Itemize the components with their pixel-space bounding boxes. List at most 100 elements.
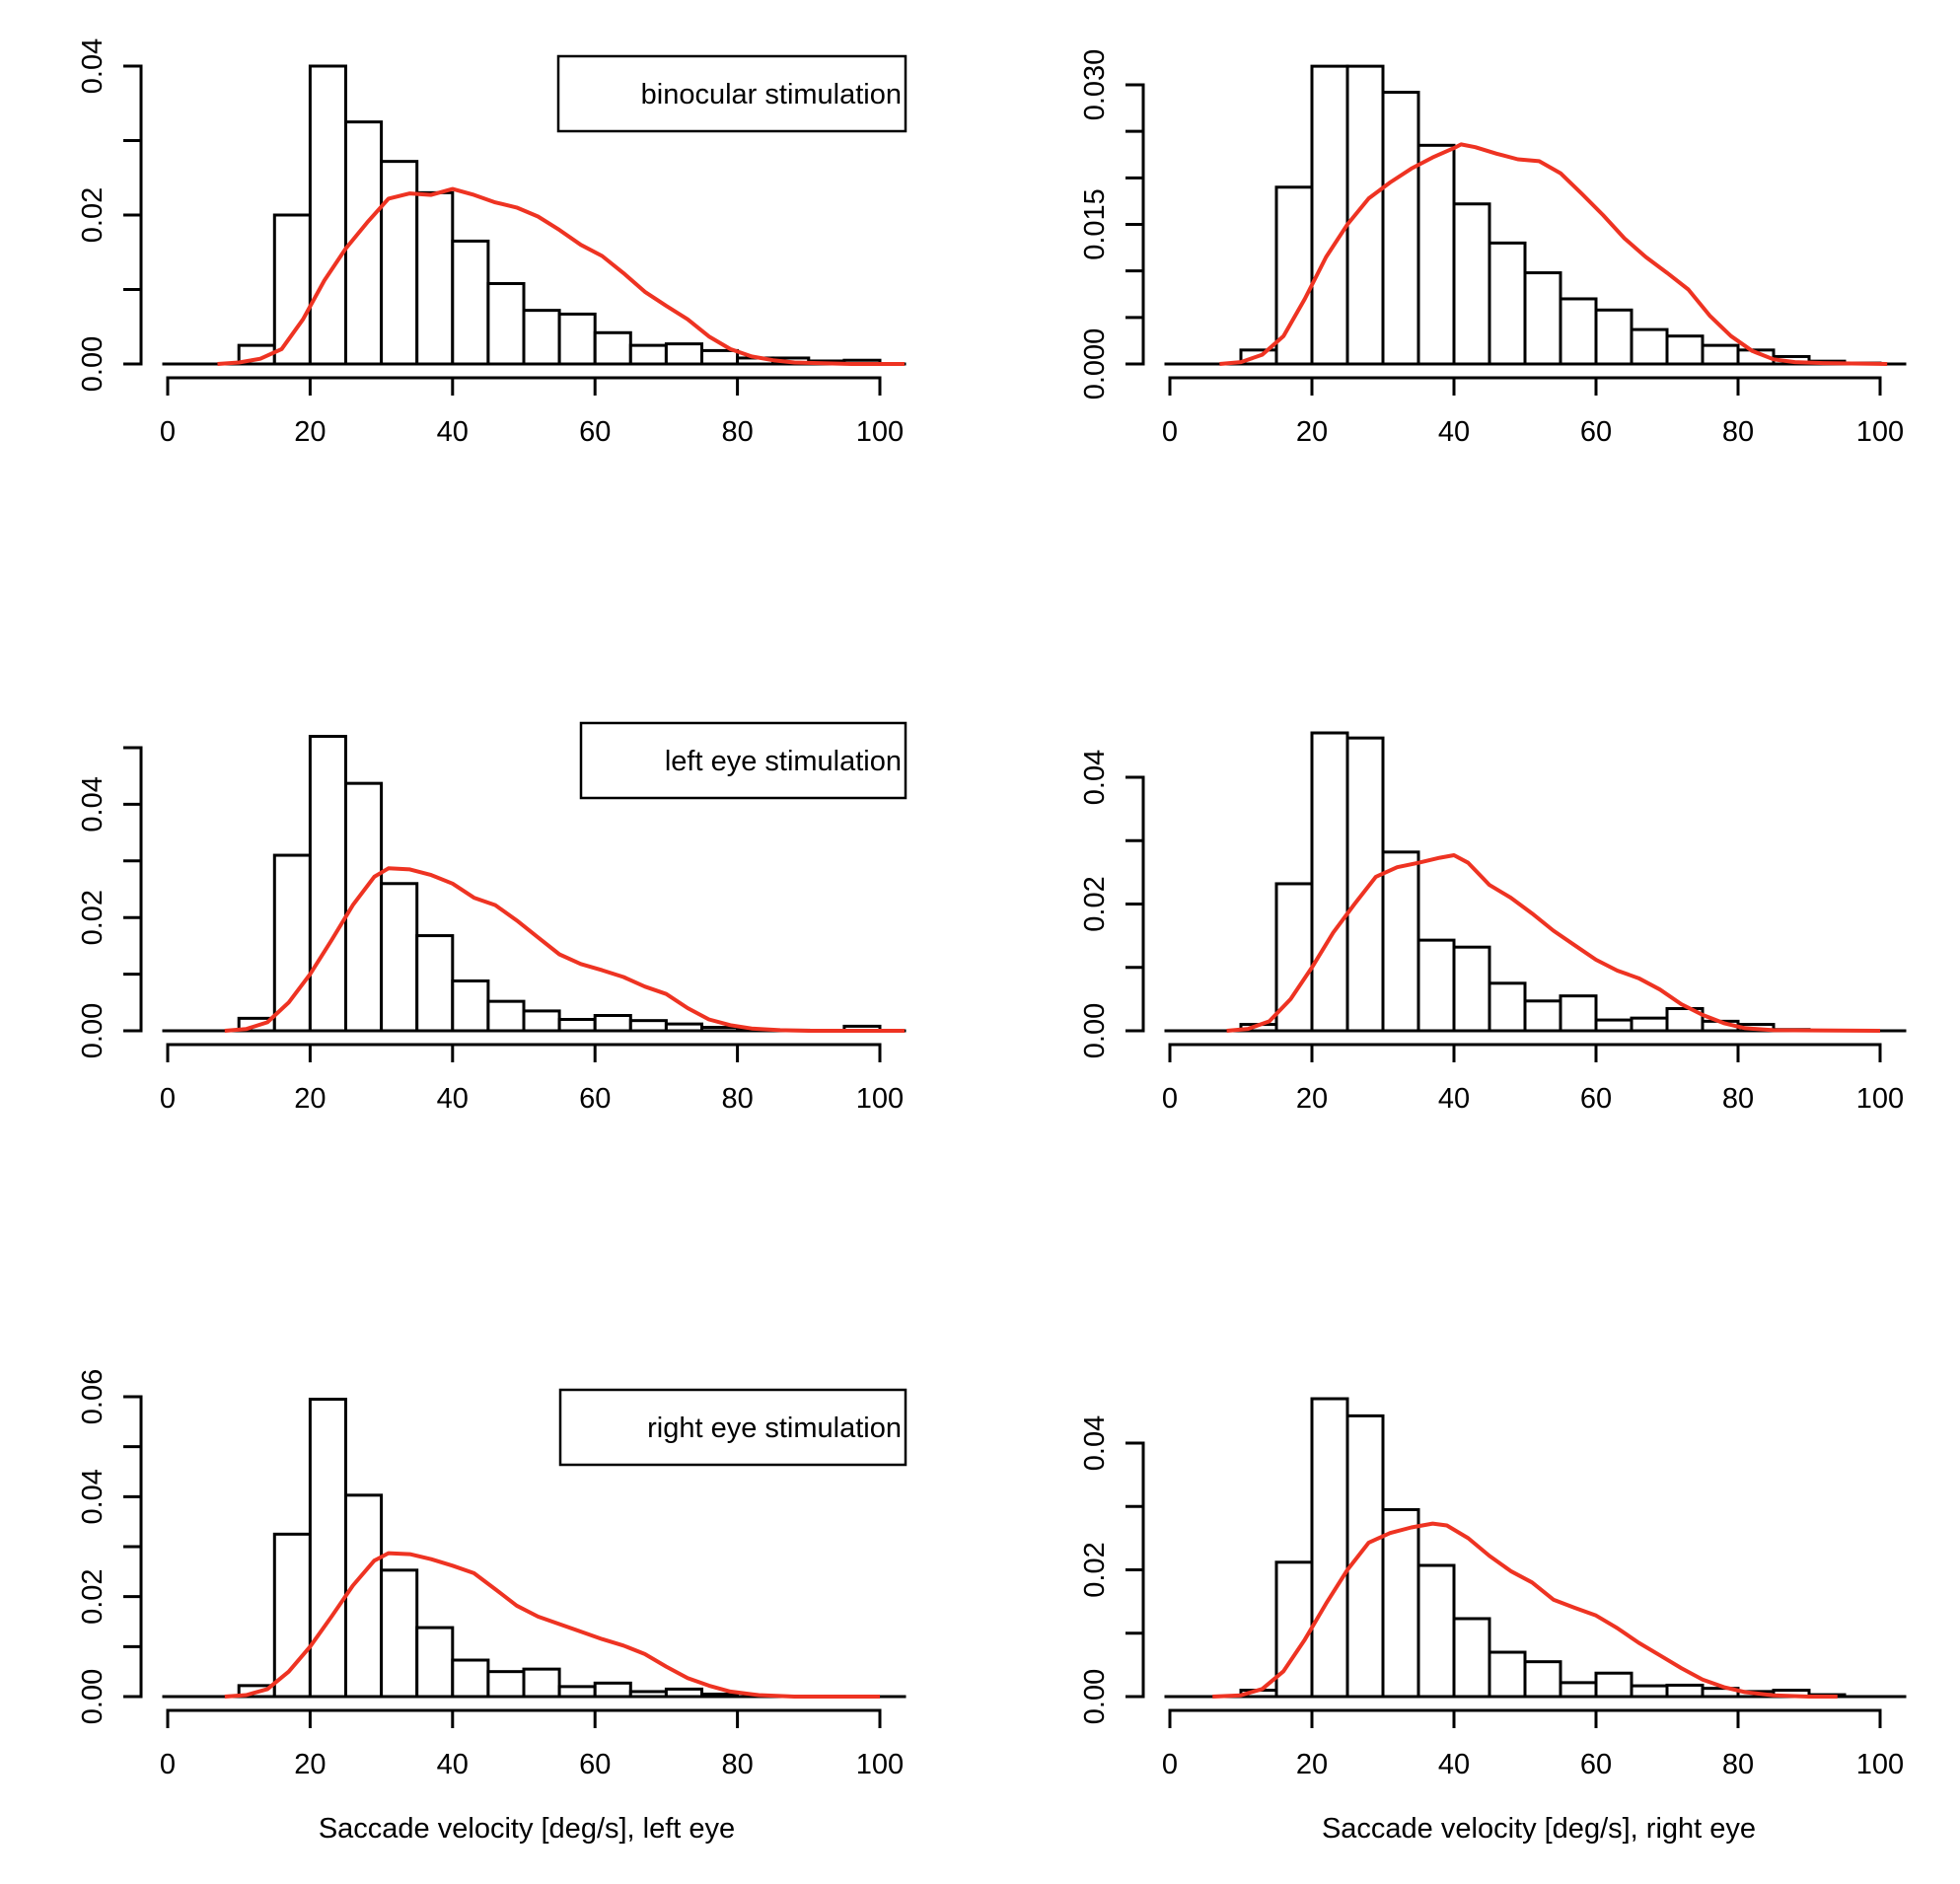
y-tick-label: 0.030 [1079, 49, 1111, 121]
histogram-bar [1274, 1560, 1314, 1699]
y-tick-label: 0.02 [77, 187, 109, 243]
x-tick-label: 80 [721, 1083, 753, 1115]
histogram-bar [700, 1692, 740, 1699]
histogram-bar [522, 1009, 561, 1033]
x-tick-label: 80 [721, 1749, 753, 1780]
x-tick-label: 80 [1722, 416, 1754, 448]
histogram-bar [380, 882, 419, 1033]
legend-box [556, 54, 907, 133]
histogram-bar [451, 1658, 490, 1699]
y-tick-label: 0.00 [1079, 1003, 1111, 1058]
legend-label: right eye stimulation [647, 1413, 902, 1444]
x-tick-label: 80 [1722, 1083, 1754, 1115]
x-tick-label: 20 [1296, 416, 1328, 448]
x-tick-label: 40 [1438, 1083, 1470, 1115]
x-tick-label: 40 [1438, 416, 1470, 448]
x-tick-label: 20 [294, 1083, 326, 1115]
histogram-bar [344, 1493, 384, 1699]
legend-label: binocular stimulation [641, 79, 902, 110]
x-tick-label: 100 [1856, 1749, 1904, 1780]
x-tick-label: 60 [579, 1083, 611, 1115]
density-curve [217, 186, 905, 366]
histogram-bar [1345, 1413, 1385, 1699]
x-axis-label-right: Saccade velocity [deg/s], right eye [1322, 1813, 1756, 1845]
histogram-bar [308, 1398, 347, 1699]
histogram-bar [486, 999, 526, 1033]
histogram-bar [486, 1670, 526, 1699]
density-curve [224, 866, 905, 1033]
y-tick-label: 0.04 [1079, 1415, 1111, 1471]
panel-right-eye-right: 0.00 0.02 0.04 0 20 40 60 80 100 [1079, 1397, 1907, 1780]
x-tick-label: 60 [1580, 1083, 1612, 1115]
x-tick-label: 100 [856, 1749, 904, 1780]
histogram-bar [1488, 1650, 1527, 1699]
y-tick-label: 0.00 [77, 1669, 109, 1724]
legend-label: left eye stimulation [665, 746, 902, 777]
x-tick-label: 80 [1722, 1749, 1754, 1780]
panel-left-eye-right: 0.00 0.02 0.04 0 20 40 60 80 100 [1079, 731, 1907, 1115]
histogram-bar [664, 1022, 704, 1033]
histogram-bar [700, 1026, 740, 1033]
x-tick-label: 0 [160, 1083, 176, 1115]
y-tick-label: 0.04 [77, 1469, 109, 1524]
density-curve [1226, 853, 1881, 1033]
density-curve [1219, 142, 1888, 366]
histogram-bar [272, 213, 312, 366]
histogram-bar [1665, 334, 1705, 366]
x-tick-label: 0 [160, 1749, 176, 1780]
histogram-bar [1488, 981, 1527, 1033]
x-tick-label: 100 [856, 1083, 904, 1115]
histogram-bar [486, 281, 526, 366]
histogram-bar [1594, 1671, 1633, 1699]
histogram-bar [1523, 271, 1562, 366]
histogram-bar [557, 312, 597, 366]
histogram-bar [1594, 308, 1633, 366]
y-tick-label: 0.04 [1079, 750, 1111, 805]
x-tick-label: 20 [294, 416, 326, 448]
panel-binocular-right: 0.000 0.015 0.030 0 20 40 60 80 100 [1079, 49, 1907, 448]
density-curve [224, 1551, 880, 1699]
x-tick-label: 0 [1162, 1083, 1178, 1115]
histogram-bar [1594, 1018, 1633, 1033]
histogram-bar [664, 342, 704, 366]
histogram-bar [1310, 64, 1349, 366]
x-tick-label: 100 [1856, 1083, 1904, 1115]
histogram-bar [700, 348, 740, 366]
histogram-bar [557, 1018, 597, 1033]
x-tick-label: 0 [1162, 1749, 1178, 1780]
x-tick-label: 40 [437, 1083, 469, 1115]
y-tick-label: 0.06 [77, 1369, 109, 1424]
histogram-bar [1665, 1007, 1705, 1033]
histogram-bar [451, 239, 490, 366]
histogram-bar [415, 934, 455, 1033]
histogram-bar [1488, 241, 1527, 366]
histogram-bar [628, 1019, 668, 1033]
histogram-bar [451, 978, 490, 1033]
y-tick-label: 0.04 [77, 776, 109, 832]
x-tick-label: 60 [1580, 1749, 1612, 1780]
x-axis-label-left: Saccade velocity [deg/s], left eye [319, 1813, 735, 1845]
histogram-bar [628, 1690, 668, 1699]
y-tick-label: 0.02 [77, 890, 109, 945]
density-curve [1212, 1521, 1838, 1699]
histogram-bar [593, 330, 632, 366]
histogram-bar [1452, 945, 1491, 1033]
legend-box [579, 721, 907, 800]
y-tick-label: 0.02 [77, 1568, 109, 1624]
histogram-bar [1416, 938, 1456, 1033]
histogram-bar [593, 1681, 632, 1699]
x-tick-label: 60 [579, 1749, 611, 1780]
histogram-bar [628, 343, 668, 366]
histogram-bar [522, 309, 561, 366]
histogram-bar [1630, 327, 1669, 366]
x-tick-label: 20 [294, 1749, 326, 1780]
x-tick-label: 40 [437, 1749, 469, 1780]
panel-binocular-left: 0.00 0.02 0.04 0 20 40 60 80 100 binocular stimul… [77, 38, 907, 448]
histogram-bar [593, 1014, 632, 1033]
y-tick-label: 0.000 [1079, 328, 1111, 400]
histogram-bar [1665, 1683, 1705, 1699]
y-tick-label: 0.00 [1079, 1669, 1111, 1724]
x-tick-label: 0 [1162, 416, 1178, 448]
x-tick-label: 40 [437, 416, 469, 448]
histogram-bar [1701, 343, 1740, 366]
